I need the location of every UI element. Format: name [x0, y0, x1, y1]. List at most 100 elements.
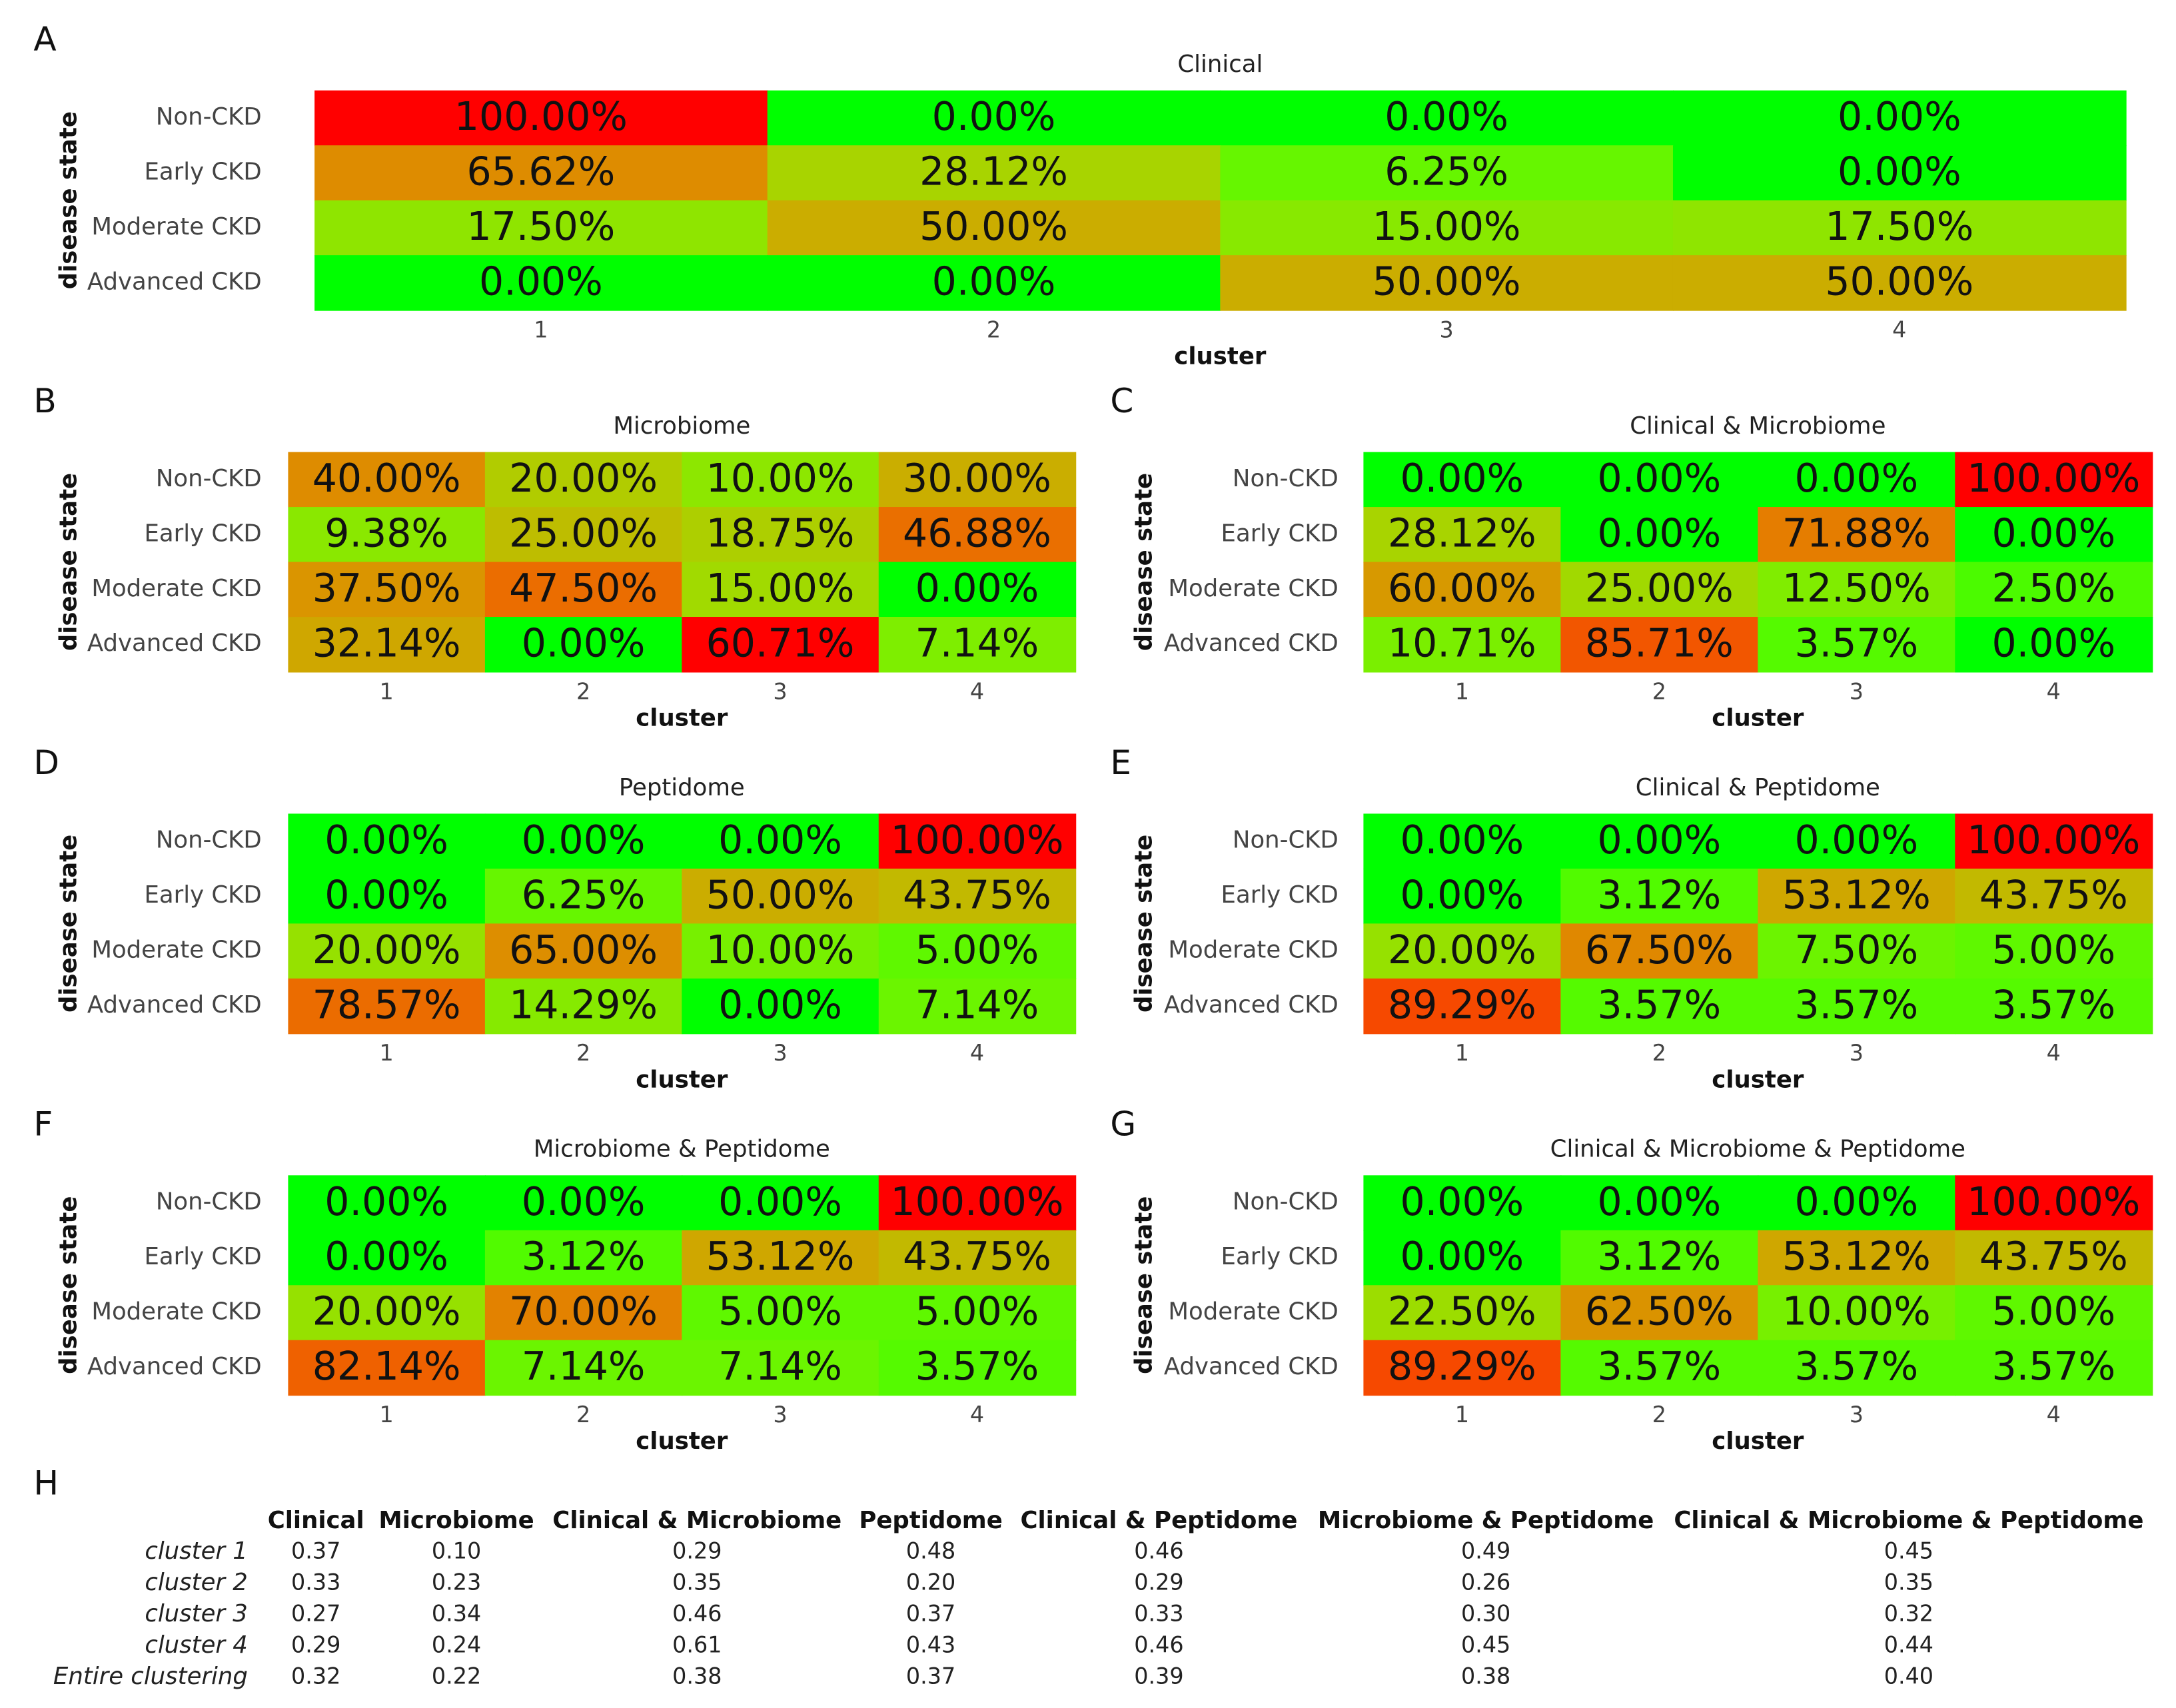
heatmap-cell [1955, 617, 2153, 673]
x-tick-label: 4 [970, 678, 984, 704]
heatmap-cell [1220, 200, 1674, 256]
table-header: Microbiome [378, 1507, 534, 1534]
cell-label: 20.00% [1388, 927, 1536, 973]
heatmap-cell [1672, 255, 2127, 311]
panel-label: H [33, 1463, 59, 1502]
heatmap-cell [314, 90, 768, 147]
cell-label: 5.00% [1991, 927, 2115, 973]
row-label: Advanced CKD [87, 268, 262, 295]
table-cell: 0.35 [1884, 1569, 1933, 1595]
table-cell: 0.23 [432, 1569, 481, 1595]
table-header: Clinical & Microbiome & Peptidome [1674, 1507, 2143, 1534]
cell-label: 3.57% [1794, 620, 1918, 665]
y-axis-label: disease state [55, 835, 83, 1013]
x-tick-label: 1 [380, 678, 394, 704]
table-cell: 0.46 [1134, 1632, 1183, 1658]
heatmap-cell [682, 1230, 879, 1286]
x-tick-label: 3 [1850, 1402, 1864, 1428]
heatmap-cell [288, 978, 486, 1035]
heatmap-cell [1758, 868, 1956, 925]
heatmap-cell [288, 452, 486, 508]
table-row-label: cluster 2 [145, 1569, 248, 1596]
heatmap-cell [288, 562, 486, 618]
x-tick-label: 3 [773, 1402, 787, 1428]
heatmap-cell [682, 1340, 879, 1396]
heatmap-cell [1955, 978, 2153, 1035]
heatmap-cell [484, 1230, 683, 1286]
heatmap-cell [1560, 923, 1759, 979]
heatmap-cell [1955, 1175, 2153, 1231]
table-cell: 0.34 [432, 1601, 481, 1627]
row-label: Early CKD [1221, 1243, 1339, 1270]
cell-label: 9.38% [324, 510, 448, 556]
heatmap-cell [1560, 1175, 1759, 1231]
x-tick-label: 2 [987, 316, 1001, 342]
heatmap-cell [878, 617, 1077, 673]
cell-label: 50.00% [1825, 259, 1973, 304]
heatmap-cell [1955, 868, 2153, 925]
cell-label: 10.00% [1782, 1289, 1931, 1334]
cell-label: 0.00% [1384, 94, 1508, 139]
heatmap-cell [878, 868, 1077, 925]
x-tick-label: 3 [1850, 1040, 1864, 1066]
heatmap-cell [1955, 1285, 2153, 1341]
heatmap-cell [484, 507, 683, 563]
heatmap-cell [767, 200, 1221, 256]
heatmap-cell [1758, 452, 1956, 508]
table-cell: 0.26 [1461, 1569, 1510, 1595]
row-label: Non-CKD [1233, 827, 1339, 854]
cell-label: 10.00% [706, 927, 855, 973]
cell-label: 0.00% [915, 566, 1039, 611]
x-tick-label: 2 [576, 1040, 590, 1066]
panel-label: F [33, 1104, 53, 1144]
table-cell: 0.39 [1134, 1663, 1183, 1689]
table-cell: 0.29 [291, 1632, 340, 1658]
heatmap-cell [314, 200, 768, 256]
heatmap-cell [484, 923, 683, 979]
cell-label: 18.75% [706, 510, 855, 556]
cell-label: 46.88% [903, 510, 1051, 556]
cell-label: 62.50% [1585, 1289, 1734, 1334]
cell-label: 0.00% [1598, 510, 1722, 556]
heatmap-cell [1363, 1285, 1562, 1341]
heatmap-cell [1560, 452, 1759, 508]
x-tick-label: 3 [1850, 678, 1864, 704]
table-cell: 0.44 [1884, 1632, 1933, 1658]
x-tick-label: 4 [970, 1402, 984, 1428]
cell-label: 3.57% [1794, 982, 1918, 1027]
heatmap-cell [1955, 562, 2153, 618]
cell-label: 70.00% [509, 1289, 658, 1334]
heatmap-cell [288, 868, 486, 925]
cell-label: 3.57% [915, 1344, 1039, 1389]
x-tick-label: 1 [1455, 678, 1469, 704]
row-label: Moderate CKD [91, 1298, 261, 1326]
cell-label: 7.14% [915, 620, 1039, 665]
row-label: Non-CKD [156, 1188, 262, 1216]
heatmap-cell [484, 1175, 683, 1231]
heatmap-cell [1560, 1230, 1759, 1286]
cell-label: 0.00% [522, 817, 646, 863]
cell-label: 0.00% [1991, 510, 2115, 556]
heatmap-cell [1560, 1340, 1759, 1396]
table-cell: 0.46 [672, 1601, 722, 1627]
cell-label: 0.00% [1794, 817, 1918, 863]
cell-label: 5.00% [718, 1289, 842, 1334]
cell-label: 100.00% [1967, 456, 2140, 501]
cell-label: 14.29% [509, 982, 658, 1027]
heatmap-cell [1955, 507, 2153, 563]
cell-label: 43.75% [903, 872, 1051, 917]
table-cell: 0.22 [432, 1663, 481, 1689]
row-label: Non-CKD [156, 465, 262, 492]
row-label: Early CKD [1221, 520, 1339, 547]
cell-label: 85.71% [1585, 620, 1734, 665]
heatmap-cell [484, 452, 683, 508]
table-cell: 0.48 [906, 1538, 955, 1564]
cell-label: 82.14% [312, 1344, 461, 1389]
table-cell: 0.45 [1884, 1538, 1933, 1564]
heatmap-cell [288, 1340, 486, 1396]
cell-label: 25.00% [1585, 566, 1734, 611]
row-label: Early CKD [144, 1243, 261, 1270]
row-label: Early CKD [144, 158, 261, 185]
table-cell: 0.10 [432, 1538, 481, 1564]
x-tick-label: 2 [576, 1402, 590, 1428]
